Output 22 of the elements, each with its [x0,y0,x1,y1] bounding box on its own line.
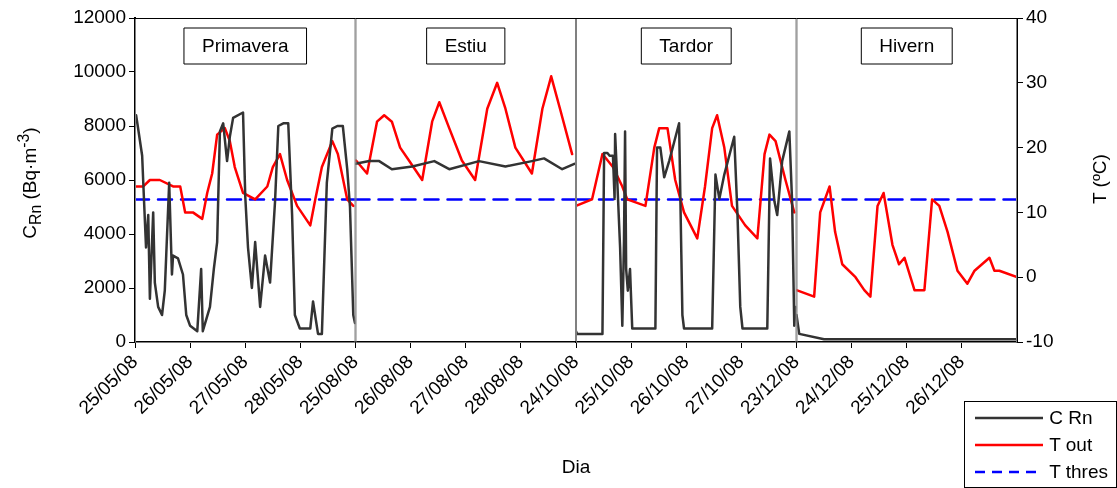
legend-label: T out [1049,433,1093,456]
y-tick-label: 2000 [83,276,126,298]
y2-tick-label: 30 [1026,71,1048,93]
legend-label: C Rn [1049,406,1093,429]
y2-tick-label: 10 [1026,200,1048,222]
y2-tick-label: -10 [1026,330,1054,352]
y2-axis-title: T (ºC) [1089,153,1111,206]
annotation: Estiu [444,35,487,57]
y-tick-label: 4000 [83,222,126,244]
y-tick-label: 0 [115,330,126,352]
y-tick-label: 10000 [73,60,126,82]
y-tick-label: 8000 [83,114,126,136]
y2-tick-label: 20 [1026,135,1048,157]
annotation: Tardor [659,35,714,57]
y-tick-label: 12000 [73,6,126,28]
annotation: Primavera [201,35,289,57]
annotation: Hivern [879,35,935,57]
x-axis-title: Dia [560,456,592,478]
legend-label: T thres [1049,460,1108,483]
y2-tick-label: 40 [1026,6,1048,28]
y-tick-label: 6000 [83,168,126,190]
y2-tick-label: 0 [1026,265,1037,287]
